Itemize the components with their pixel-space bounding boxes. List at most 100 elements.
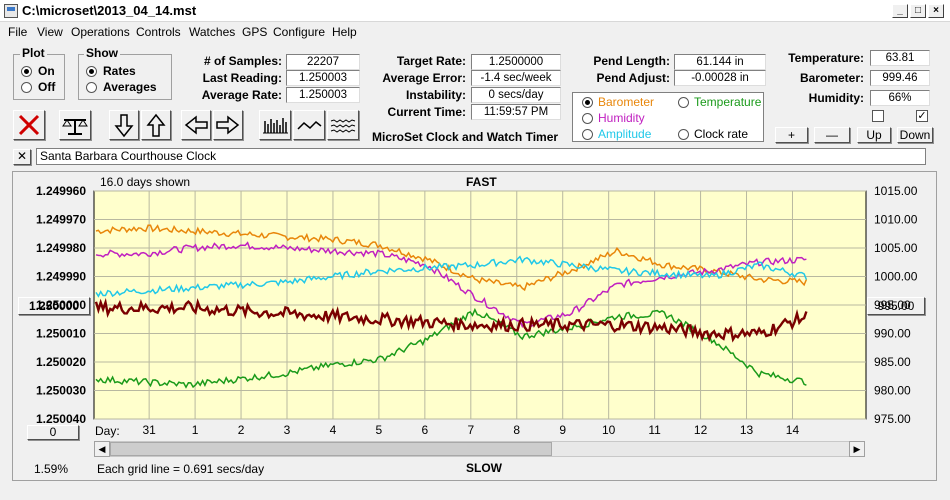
down-button[interactable]: Down [897, 127, 933, 143]
overlay-clockrate-radio[interactable] [678, 129, 689, 140]
menu-controls[interactable]: Controls [136, 25, 181, 39]
y-right-tick-label: 980.00 [874, 384, 911, 398]
arrow-up-button[interactable] [141, 110, 171, 140]
pend-length-value: 61.144 in [674, 54, 766, 70]
maximize-button[interactable]: □ [910, 4, 926, 18]
target-rate-label: Target Rate: [396, 54, 466, 68]
y-left-tick-label: 1.250040 [36, 412, 86, 426]
arrow-right-button[interactable] [213, 110, 243, 140]
y-right-tick-label: 985.00 [874, 355, 911, 369]
x-tick-label: 3 [284, 423, 291, 437]
scroll-right-button[interactable]: ▶ [849, 441, 865, 457]
show-averages-label: Averages [103, 80, 157, 94]
y-left-tick-label: 1.250010 [36, 327, 86, 341]
barometer-label: Barometer: [799, 71, 864, 85]
title-bar: C:\microset\2013_04_14.mst _ □ × [0, 0, 950, 22]
option-checkbox-2[interactable]: ✓ [916, 110, 928, 122]
arrow-down-button[interactable] [109, 110, 139, 140]
overlay-amplitude-radio[interactable] [582, 129, 593, 140]
pend-length-label: Pend Length: [593, 54, 670, 68]
overlay-temperature-radio[interactable] [678, 97, 689, 108]
menu-gps[interactable]: GPS [242, 25, 268, 39]
y-right-tick-label: 975.00 [874, 412, 911, 426]
center-baro-button[interactable]: 995.00 [867, 297, 925, 315]
zero-button[interactable]: 0 [27, 425, 79, 440]
option-checkbox-1[interactable] [872, 110, 884, 122]
scroll-left-icon: ◀ [98, 444, 106, 454]
grid-note: Each grid line = 0.691 secs/day [97, 462, 265, 476]
x-tick-label: 8 [513, 423, 520, 437]
arrow-left-button[interactable] [181, 110, 211, 140]
scroll-thumb[interactable] [110, 442, 552, 456]
stop-button[interactable] [13, 110, 45, 140]
show-rates-radio[interactable] [86, 66, 97, 77]
current-time-value: 11:59:57 PM [471, 104, 561, 120]
show-averages-radio[interactable] [86, 82, 97, 93]
center-rate-button[interactable]: 1.250000 [18, 297, 90, 315]
menu-operations[interactable]: Operations [71, 25, 130, 39]
plot-off-radio[interactable] [21, 82, 32, 93]
menu-file[interactable]: File [8, 25, 28, 39]
average-rate-value: 1.250003 [286, 87, 360, 103]
y-left-tick-label: 1.249970 [36, 213, 86, 227]
arrow-down-icon [114, 114, 134, 138]
menu-help[interactable]: Help [332, 25, 357, 39]
pend-adjust-value: -0.00028 in [674, 70, 766, 86]
samples-value: 22207 [286, 54, 360, 70]
wave-icon [297, 120, 322, 130]
y-left-tick-label: 1.250000 [36, 298, 86, 312]
y-left-tick-label: 1.249990 [36, 270, 86, 284]
average-error-value: -1.4 sec/week [471, 70, 561, 86]
scroll-right-icon: ▶ [853, 444, 861, 454]
overlay-amplitude-label: Amplitude [598, 127, 652, 141]
noise-button[interactable] [327, 110, 359, 140]
x-tick-label: 10 [602, 423, 616, 437]
close-button[interactable]: × [928, 4, 944, 18]
overlay-clockrate-label: Clock rate [694, 127, 749, 141]
x-tick-label: 1 [192, 423, 199, 437]
menu-bar: File View Operations Controls Watches GP… [0, 22, 950, 42]
scroll-left-button[interactable]: ◀ [94, 441, 110, 457]
overlay-humidity-radio[interactable] [582, 113, 593, 124]
current-time-label: Current Time: [387, 105, 466, 119]
x-tick-label: 6 [422, 423, 429, 437]
bars-button[interactable] [259, 110, 291, 140]
window-title: C:\microset\2013_04_14.mst [22, 3, 197, 18]
clear-name-button[interactable]: ✕ [13, 149, 31, 165]
x-tick-label: 11 [648, 423, 661, 437]
app-icon[interactable] [4, 4, 18, 18]
minimize-button[interactable]: _ [892, 4, 908, 18]
x-tick-label: 9 [559, 423, 566, 437]
app-caption: MicroSet Clock and Watch Timer [372, 130, 559, 144]
target-rate-value: 1.2500000 [471, 54, 561, 70]
menu-configure[interactable]: Configure [273, 25, 326, 39]
x-tick-label: 14 [786, 423, 800, 437]
plus-button[interactable]: + [775, 127, 808, 143]
show-group-title: Show [84, 46, 120, 60]
minus-button[interactable]: — [814, 127, 850, 143]
balance-icon [62, 119, 88, 135]
percent-label: 1.59% [34, 462, 69, 476]
x-tick-label: 5 [376, 423, 383, 437]
show-rates-label: Rates [103, 64, 136, 78]
y-left-tick-label: 1.249960 [36, 184, 86, 198]
plot-on-radio[interactable] [21, 66, 32, 77]
barometer-value: 999.46 [870, 70, 930, 86]
series-line [95, 224, 808, 292]
menu-view[interactable]: View [37, 25, 63, 39]
wave-button[interactable] [293, 110, 325, 140]
menu-watches[interactable]: Watches [189, 25, 236, 39]
y-right-tick-label: 1015.00 [874, 184, 918, 198]
y-right-tick-label: 1005.00 [874, 241, 918, 255]
y-right-tick-label: 1010.00 [874, 213, 918, 227]
last-reading-value: 1.250003 [286, 70, 360, 86]
close-icon: ✕ [16, 149, 28, 163]
show-group [78, 54, 172, 100]
overlay-barometer-radio[interactable] [582, 97, 593, 108]
clock-name-input[interactable]: Santa Barbara Courthouse Clock [36, 148, 926, 165]
last-reading-label: Last Reading: [202, 71, 282, 85]
average-error-label: Average Error: [382, 71, 466, 85]
temperature-value: 63.81 [870, 50, 930, 66]
balance-button[interactable] [59, 110, 91, 140]
up-button[interactable]: Up [857, 127, 891, 143]
